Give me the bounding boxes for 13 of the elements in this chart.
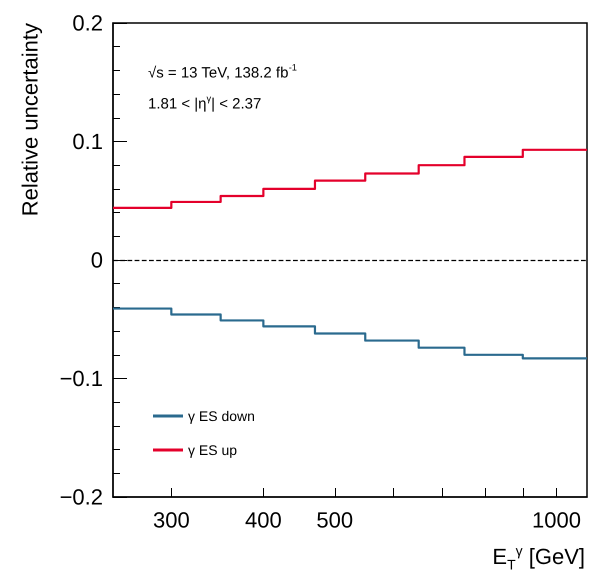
x-axis-title: E$_{T}$$^{γ}$ [GeV]	[492, 542, 585, 572]
y-tick-label: 0.2	[72, 10, 103, 36]
y-tick-label: 0.1	[72, 129, 103, 154]
legend-label: γ ES down	[188, 408, 255, 424]
x-tick-label: 400	[245, 508, 282, 532]
x-tick-label: 300	[152, 508, 190, 532]
y-tick-label: 0	[90, 248, 103, 272]
y-tick-label: −0.1	[60, 366, 103, 391]
y-axis-title: Relative uncertainty	[18, 23, 42, 216]
x-tick-label: 1000	[532, 508, 581, 532]
legend-label: γ ES up	[188, 442, 238, 458]
x-tick-label: 500	[316, 508, 354, 532]
y-tick-label: −0.2	[60, 484, 103, 510]
